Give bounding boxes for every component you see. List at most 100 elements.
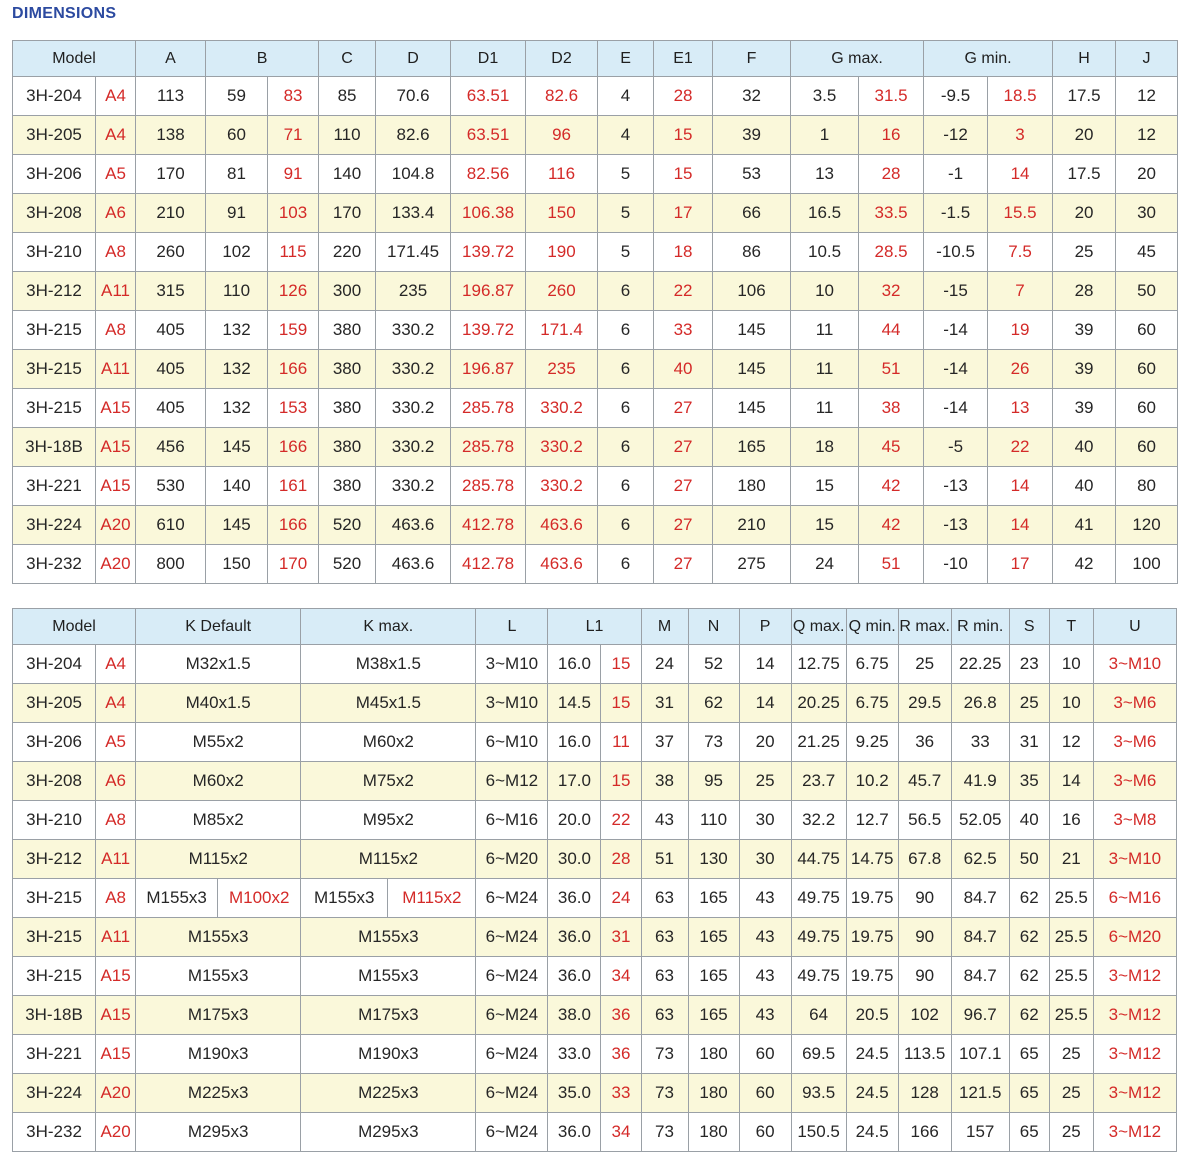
cell: 14 <box>738 683 792 723</box>
cell: 165 <box>687 878 740 918</box>
cell: A5 <box>94 154 137 194</box>
cell: A15 <box>95 995 137 1035</box>
cell: 330.2 <box>375 349 452 389</box>
cell: 4 <box>597 115 655 155</box>
cell: A20 <box>94 505 137 545</box>
cell: -10 <box>923 544 989 584</box>
table-row: 3H-204 A4 M32x1.5 M38x1.5 3~M10 16.0 15 24 52 14 1… <box>11 644 1178 684</box>
table-row: 3H-215 A11 405 132 166 380 330.2 196.87 235 6 40 14… <box>12 349 1179 389</box>
cell: 285.78 <box>450 427 527 467</box>
cell: 12.75 <box>790 644 847 684</box>
column-header: K max. <box>300 608 477 645</box>
cell: M155x3 <box>300 917 477 957</box>
cell: 32 <box>712 76 792 116</box>
cell: 24.5 <box>845 1112 899 1152</box>
cell: 145 <box>205 427 269 467</box>
cell: 145 <box>712 310 792 350</box>
cell: 11 <box>790 310 860 350</box>
column-header: R max. <box>897 608 952 645</box>
table-row: 3H-205 A4 138 60 71 110 82.6 63.51 96 4 15 39 1 16 -12… <box>12 115 1179 155</box>
cell: 275 <box>712 544 792 584</box>
cell: 22 <box>653 271 714 311</box>
cell: 20.5 <box>845 995 899 1035</box>
cell: 25.5 <box>1048 917 1094 957</box>
cell: 4 <box>597 76 655 116</box>
cell: 190 <box>525 232 599 272</box>
cell: 3 <box>987 115 1054 155</box>
cell: 235 <box>525 349 599 389</box>
dimensions-table-top: Model A B C D D1 D2 E E1 F G max. G min. H J 3H-204 A4… <box>11 40 1179 584</box>
cell: A4 <box>95 644 137 684</box>
cell: 165 <box>687 956 740 996</box>
cell: 15.5 <box>987 193 1054 233</box>
cell: 20 <box>1052 193 1117 233</box>
cell: 3H-205 <box>12 115 96 155</box>
cell: 6~M16 <box>475 800 549 840</box>
cell: 53 <box>712 154 792 194</box>
cell: 21 <box>1048 839 1094 879</box>
cell: 380 <box>318 310 377 350</box>
cell: 25 <box>1048 1112 1094 1152</box>
cell: 63.51 <box>450 76 527 116</box>
cell: M115x2 <box>135 839 302 879</box>
cell: 19.75 <box>845 917 899 957</box>
table-row: 3H-215 A8 405 132 159 380 330.2 139.72 171.4 6 33 1… <box>12 310 1179 350</box>
cell: 171.45 <box>375 232 452 272</box>
cell: 159 <box>267 310 320 350</box>
cell: 330.2 <box>525 427 599 467</box>
cell: 39 <box>1052 349 1117 389</box>
cell: 59 <box>205 76 269 116</box>
cell: M175x3 <box>300 995 477 1035</box>
cell: 22 <box>600 800 642 840</box>
cell: 165 <box>712 427 792 467</box>
column-header: S <box>1008 608 1050 645</box>
cell: 6~M24 <box>475 917 549 957</box>
cell: 6~M24 <box>475 1073 549 1113</box>
header-row: Model A B C D D1 D2 E E1 F G max. G min. H J <box>11 40 1179 77</box>
cell: 25 <box>1048 1073 1094 1113</box>
cell: 90 <box>897 956 952 996</box>
cell: 161 <box>267 466 320 506</box>
cell: 133.4 <box>375 193 452 233</box>
cell: 60 <box>738 1073 792 1113</box>
cell: 107.1 <box>950 1034 1010 1074</box>
cell: 38 <box>640 761 689 801</box>
cell: 180 <box>687 1034 740 1074</box>
cell: 180 <box>687 1073 740 1113</box>
cell: 90 <box>897 917 952 957</box>
cell: 14.5 <box>547 683 602 723</box>
cell: 3H-204 <box>12 76 96 116</box>
cell: 51 <box>858 544 925 584</box>
cell: A15 <box>95 956 137 996</box>
cell: A8 <box>94 310 137 350</box>
column-header: Model <box>11 608 137 645</box>
cell: 6~M24 <box>475 878 549 918</box>
dimensions-table-bottom: Model K Default K max. L L1 M N P Q max. Q min. R … <box>11 608 1178 1152</box>
cell: 140 <box>205 466 269 506</box>
cell: 96 <box>525 115 599 155</box>
cell: 5 <box>597 193 655 233</box>
column-header: B <box>205 40 320 77</box>
cell: 13 <box>790 154 860 194</box>
column-header: E <box>597 40 655 77</box>
cell: 166 <box>267 505 320 545</box>
column-header: D1 <box>450 40 527 77</box>
column-header: G max. <box>790 40 925 77</box>
cell: 139.72 <box>450 232 527 272</box>
cell: 62 <box>687 683 740 723</box>
cell: 15 <box>653 154 714 194</box>
cell: 36 <box>600 995 642 1035</box>
cell: 14 <box>738 644 792 684</box>
cell: 40 <box>1008 800 1050 840</box>
cell: 800 <box>135 544 207 584</box>
cell: -9.5 <box>923 76 989 116</box>
cell: 31 <box>600 917 642 957</box>
cell: 405 <box>135 349 207 389</box>
cell: 24 <box>600 878 642 918</box>
column-header: Q max. <box>790 608 847 645</box>
cell: 106.38 <box>450 193 527 233</box>
cell: 6~M20 <box>1092 917 1178 957</box>
cell: 6~M16 <box>1092 878 1178 918</box>
cell: 11 <box>790 349 860 389</box>
column-header: P <box>738 608 792 645</box>
